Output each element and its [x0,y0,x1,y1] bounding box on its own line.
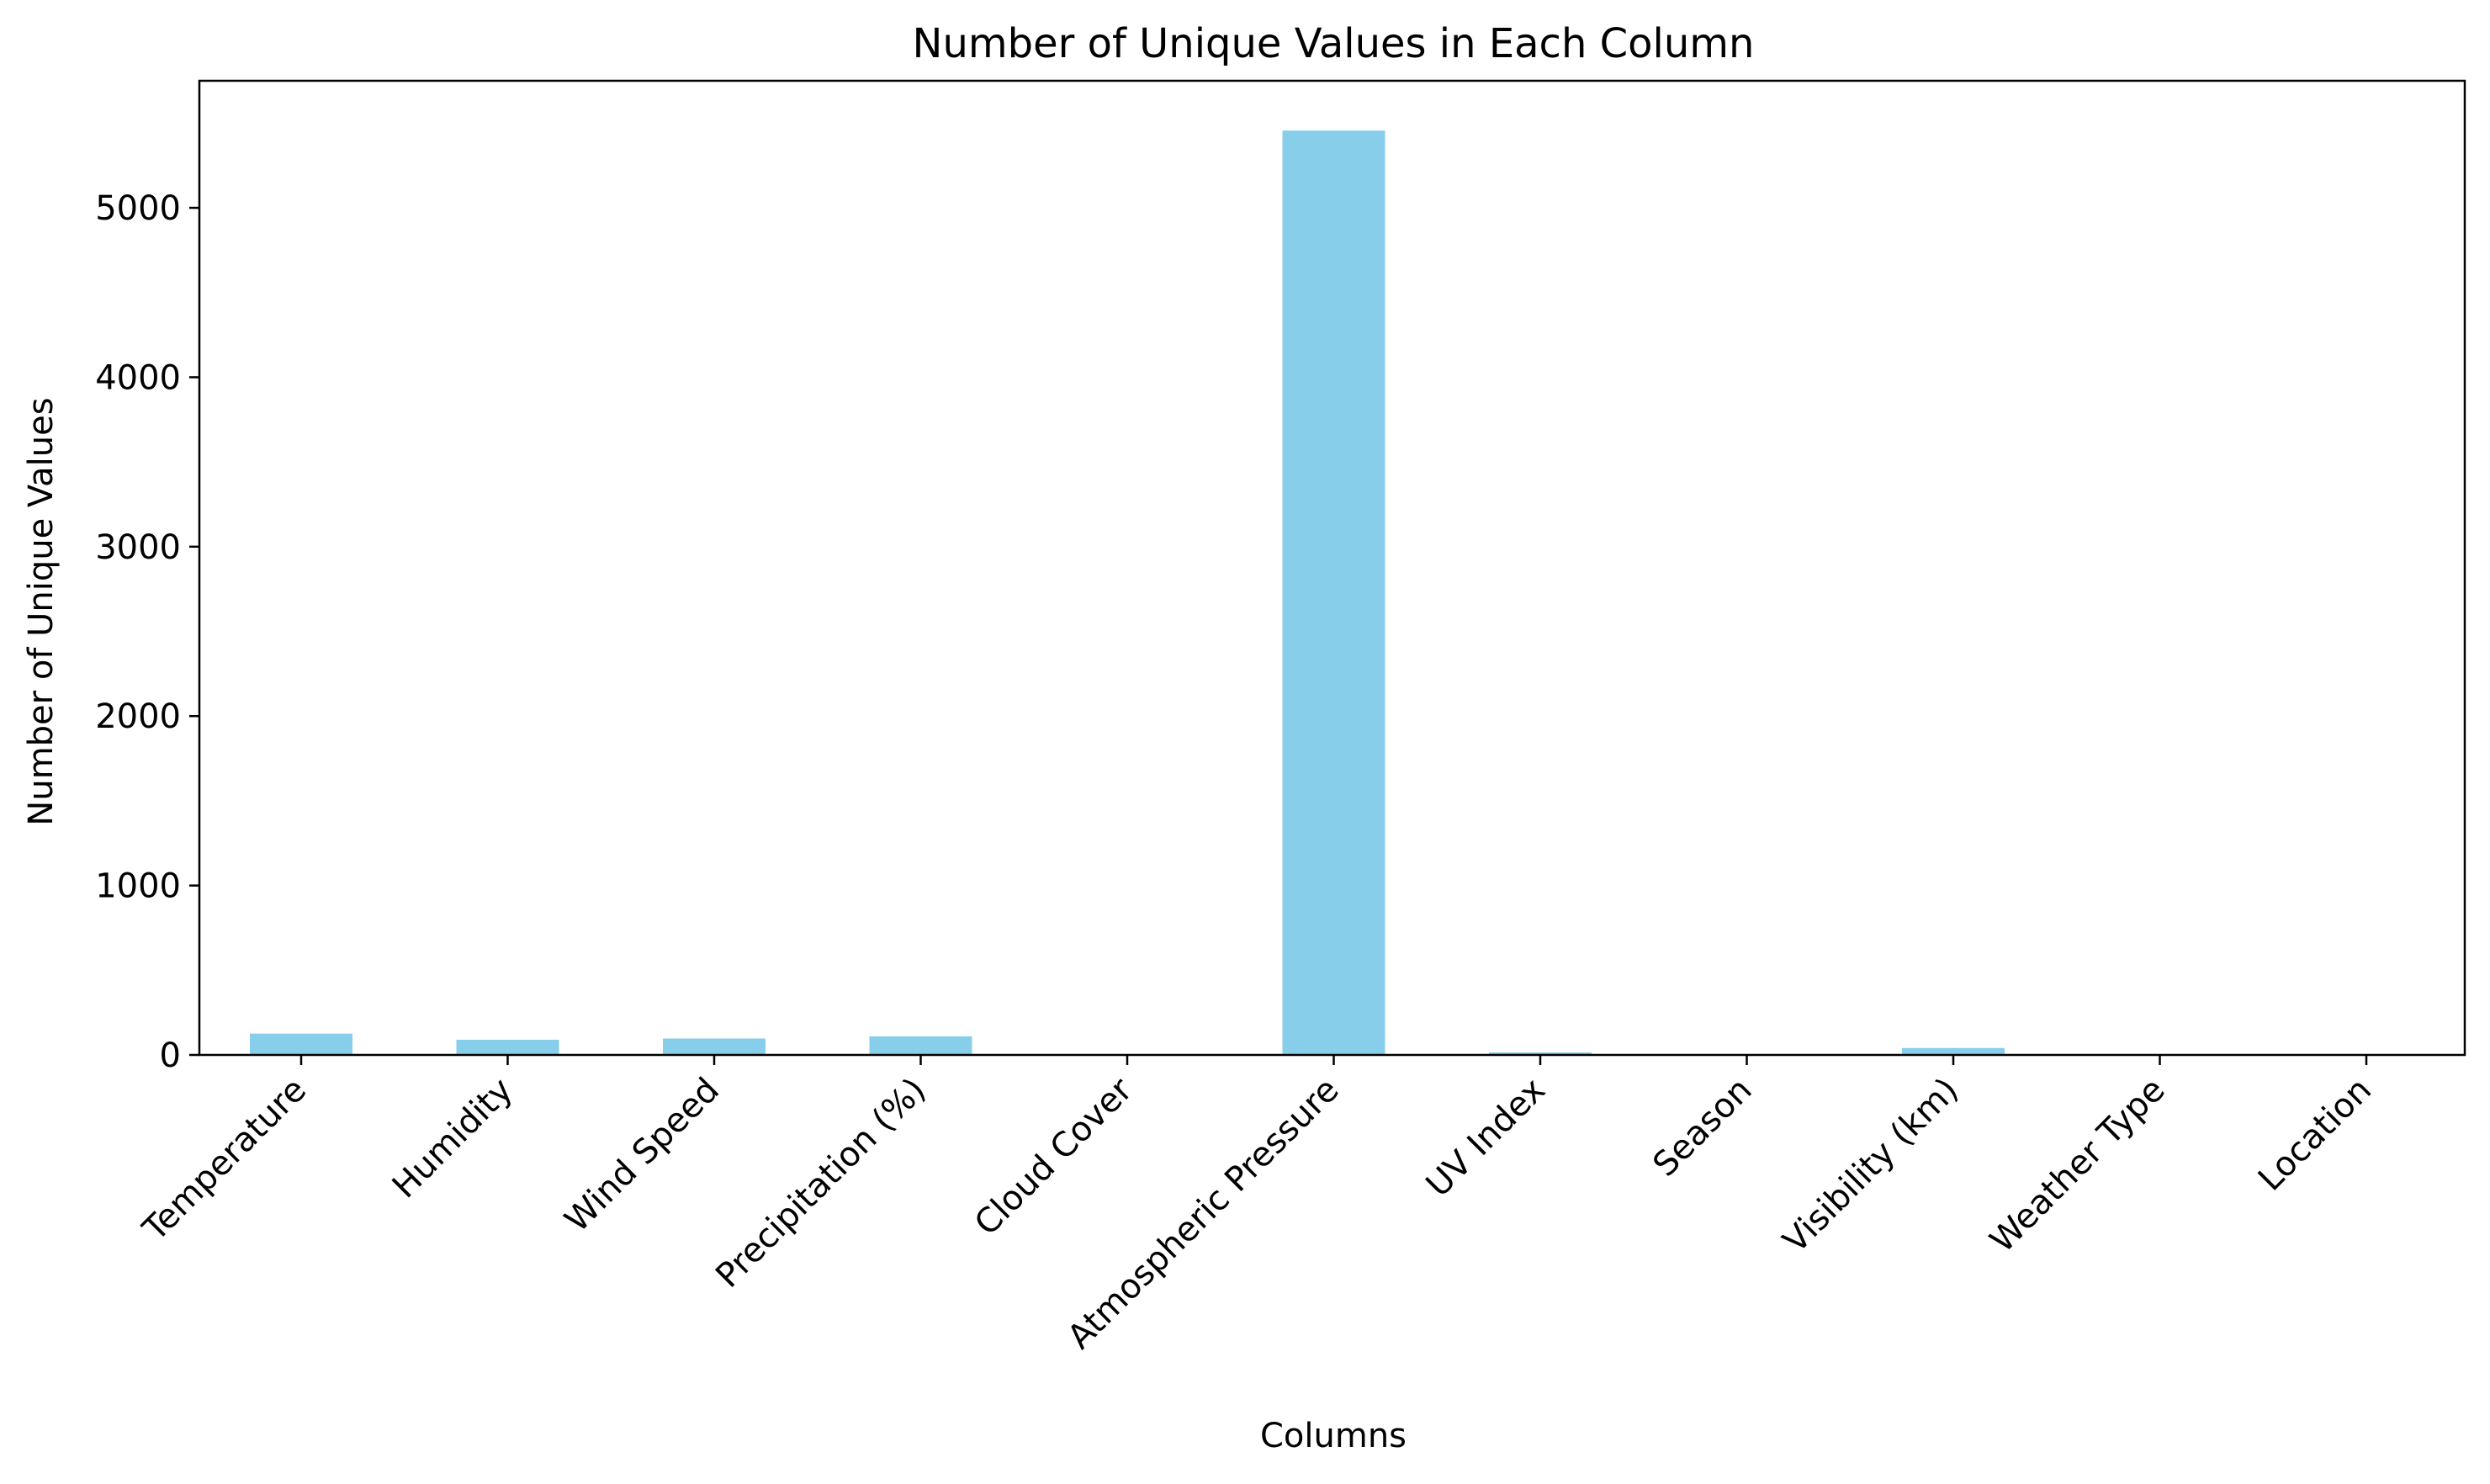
y-axis-ticks: 0 1000 2000 3000 4000 5000 [95,189,199,1075]
x-tick-label: Weather Type [1983,1071,2173,1261]
y-axis-title: Number of Unique Values [22,397,61,825]
bar-uv-index [1489,1052,1592,1055]
y-tick-label: 2000 [95,697,181,736]
bar-visibility-km [1902,1047,2005,1055]
x-tick-label: Wind Speed [558,1071,727,1240]
x-tick-label: Location [2251,1071,2379,1199]
bar-humidity [456,1039,559,1055]
x-tick-label: Temperature [135,1071,314,1249]
y-tick-label: 1000 [95,867,181,906]
y-tick-label: 0 [160,1036,181,1075]
x-tick-label: Cloud Cover [967,1070,1141,1243]
bar-atmospheric-pressure [1282,130,1385,1056]
chart-title: Number of Unique Values in Each Column [913,20,1755,67]
bar-wind-speed [663,1038,766,1055]
bar-temperature [250,1033,352,1055]
bars-group [250,130,2418,1056]
y-tick-label: 4000 [95,358,181,397]
x-axis-title: Columns [1260,1417,1407,1455]
x-tick-label: Precipitation (%) [708,1071,933,1296]
y-tick-label: 5000 [95,189,181,228]
y-tick-label: 3000 [95,528,181,567]
x-axis-ticks: Temperature Humidity Wind SpeedPrecipitati… [135,1055,2379,1357]
x-tick-label: Season [1645,1071,1759,1185]
plot-frame [198,79,2466,1057]
bar-precipitation [869,1036,972,1055]
x-tick-label: Visibility (km) [1776,1071,1966,1261]
x-tick-label: Humidity [385,1071,521,1206]
x-tick-label: UV Index [1419,1071,1553,1205]
